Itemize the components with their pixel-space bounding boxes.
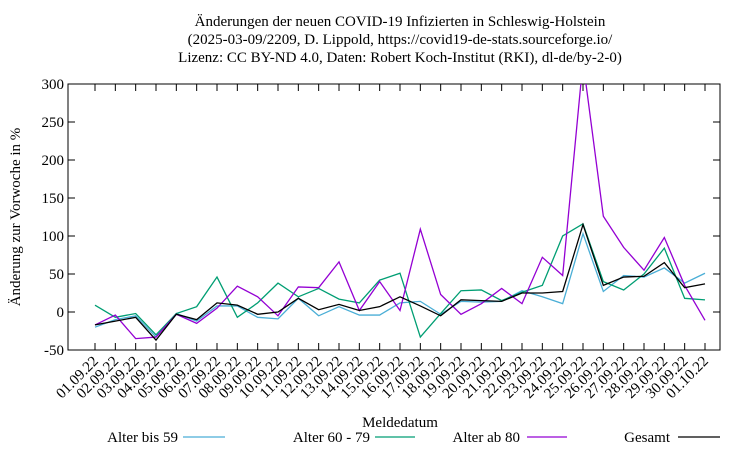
y-tick-label: 50	[49, 267, 64, 283]
y-tick-label: 300	[42, 77, 65, 93]
chart-title: Änderungen der neuen COVID-19 Infizierte…	[195, 13, 606, 30]
y-tick-label: 200	[42, 153, 65, 169]
legend-label: Alter ab 80	[453, 430, 520, 446]
chart-title: Lizenz: CC BY-ND 4.0, Daten: Robert Koch…	[178, 50, 622, 66]
y-tick-label: -50	[44, 343, 64, 359]
x-axis-label: Meldedatum	[362, 415, 438, 431]
y-tick-label: 150	[42, 191, 65, 207]
y-axis-label: Änderung zur Vorwoche in %	[7, 128, 24, 307]
series-line	[94, 222, 706, 339]
legend-label: Alter bis 59	[107, 430, 178, 446]
plot-area	[94, 84, 706, 342]
y-tick-label: 100	[42, 229, 65, 245]
y-tick-label: 250	[42, 115, 65, 131]
legend-label: Gesamt	[624, 430, 671, 446]
legend-label: Alter 60 - 79	[293, 430, 370, 446]
chart-title: (2025-03-09/2209, D. Lippold, https://co…	[188, 32, 613, 48]
plot-frame	[67, 83, 721, 351]
series-line	[94, 84, 706, 340]
series-line	[94, 222, 706, 342]
y-tick-label: 0	[57, 305, 65, 321]
series-line	[94, 231, 706, 339]
